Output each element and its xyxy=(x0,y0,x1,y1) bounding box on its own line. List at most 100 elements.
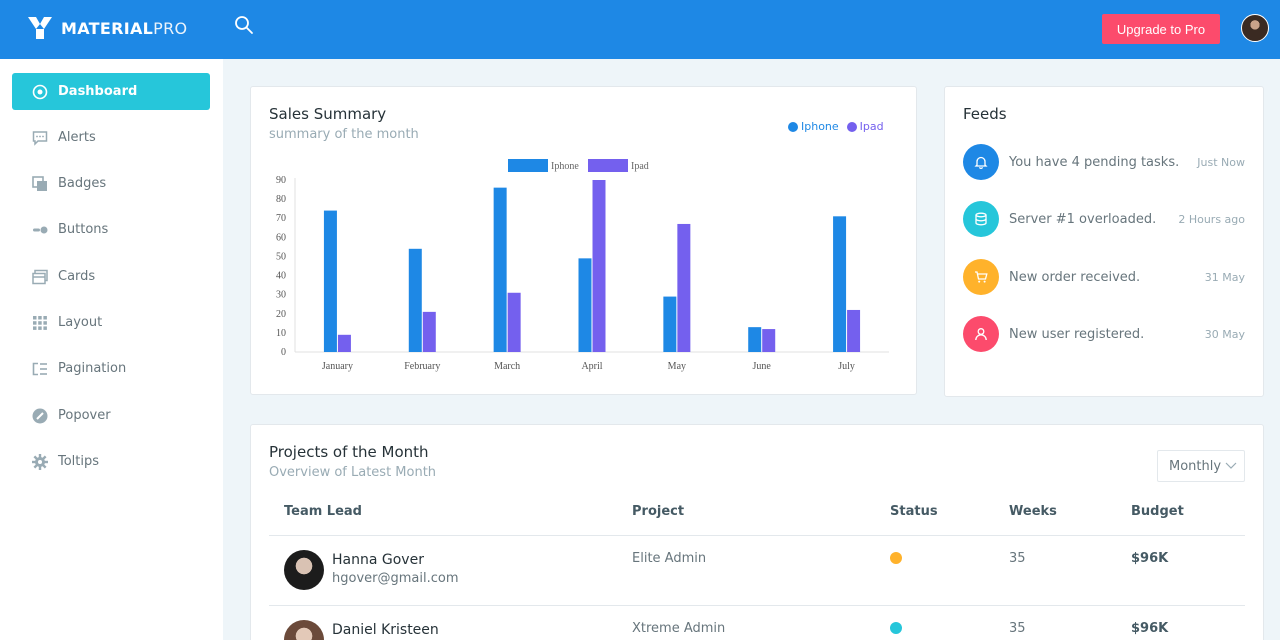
feed-time: 2 Hours ago xyxy=(1178,212,1245,226)
month-filter-select[interactable]: Monthly xyxy=(1157,450,1245,482)
sidebar-item-label: Alerts xyxy=(58,130,96,145)
col-team-lead: Team Lead xyxy=(284,504,362,519)
badge-squares-icon xyxy=(32,175,48,192)
cart-icon xyxy=(963,259,999,295)
col-status: Status xyxy=(890,504,938,519)
sidebar-item-label: Buttons xyxy=(58,222,109,237)
feed-time: 30 May xyxy=(1204,327,1245,341)
status-dot xyxy=(890,622,902,634)
sidebar-item-label: Dashboard xyxy=(58,84,138,99)
upgrade-button[interactable]: Upgrade to Pro xyxy=(1102,14,1220,44)
x-tick-label: March xyxy=(494,361,520,372)
bar-ipad-june xyxy=(762,329,776,352)
x-tick-label: June xyxy=(753,361,772,372)
month-filter-value: Monthly xyxy=(1169,458,1222,474)
bar-iphone-february xyxy=(408,248,422,352)
bar-ipad-february xyxy=(422,311,436,352)
sales-title: Sales Summary xyxy=(269,105,387,123)
topbar: MATERIALPRO Upgrade to Pro xyxy=(0,0,1280,59)
team-lead-name: Daniel Kristeen xyxy=(332,622,439,638)
feed-item[interactable]: Server #1 overloaded. 2 Hours ago xyxy=(963,201,1245,237)
feed-time: Just Now xyxy=(1197,155,1245,169)
feeds-card: Feeds You have 4 pending tasks. Just Now… xyxy=(944,86,1264,397)
x-tick-label: April xyxy=(581,361,602,372)
gear-icon xyxy=(32,453,48,470)
sales-legend: Iphone Ipad xyxy=(788,120,884,133)
user-avatar[interactable] xyxy=(1241,14,1269,42)
project-name: Xtreme Admin xyxy=(632,621,726,636)
feed-item[interactable]: New order received. 31 May xyxy=(963,259,1245,295)
sidebar-item-label: Badges xyxy=(58,176,107,191)
bar-ipad-may xyxy=(677,223,691,352)
avatar xyxy=(284,620,324,640)
project-name: Elite Admin xyxy=(632,551,707,566)
y-tick-label: 90 xyxy=(276,175,286,186)
bar-ipad-july xyxy=(847,309,861,352)
bar-ipad-january xyxy=(337,334,351,352)
bar-iphone-may xyxy=(663,296,677,352)
bar-iphone-march xyxy=(493,187,507,352)
col-weeks: Weeks xyxy=(1009,504,1057,519)
sidebar-item-buttons[interactable]: Buttons xyxy=(12,211,210,248)
y-tick-label: 70 xyxy=(276,213,286,224)
sales-summary-card: Sales Summary summary of the month Iphon… xyxy=(250,86,917,395)
budget-value: $96K xyxy=(1131,621,1169,636)
budget-value: $96K xyxy=(1131,551,1169,566)
sidebar-item-label: Layout xyxy=(58,315,103,330)
search-icon[interactable] xyxy=(234,15,256,37)
message-icon xyxy=(32,130,48,146)
sidebar-item-layout[interactable]: Layout xyxy=(12,304,210,341)
feed-item[interactable]: New user registered. 30 May xyxy=(963,316,1245,352)
logo[interactable]: MATERIALPRO xyxy=(26,15,187,41)
sidebar: Dashboard Alerts Badges Buttons Cards La… xyxy=(0,59,223,640)
legend-swatch xyxy=(588,159,628,172)
feed-item[interactable]: You have 4 pending tasks. Just Now xyxy=(963,144,1245,180)
y-tick-label: 50 xyxy=(276,251,286,262)
user-icon xyxy=(963,316,999,352)
edit-circle-icon xyxy=(32,408,48,424)
x-tick-label: January xyxy=(322,361,353,372)
sidebar-item-badges[interactable]: Badges xyxy=(12,165,210,202)
toggle-icon xyxy=(32,222,48,238)
avatar xyxy=(284,550,324,590)
legend-label: Ipad xyxy=(631,161,649,172)
feed-text: New user registered. xyxy=(1009,326,1145,342)
sidebar-item-alerts[interactable]: Alerts xyxy=(12,119,210,156)
x-tick-label: February xyxy=(404,361,440,372)
sidebar-item-cards[interactable]: Cards xyxy=(12,258,210,295)
feed-text: You have 4 pending tasks. xyxy=(1009,154,1180,170)
sidebar-item-popover[interactable]: Popover xyxy=(12,397,210,434)
y-tick-label: 40 xyxy=(276,271,286,282)
database-icon xyxy=(963,201,999,237)
feed-text: New order received. xyxy=(1009,269,1141,285)
y-tick-label: 20 xyxy=(276,309,286,320)
y-tick-label: 80 xyxy=(276,194,286,205)
bar-iphone-july xyxy=(833,216,847,352)
divider xyxy=(269,605,1245,606)
col-budget: Budget xyxy=(1131,504,1184,519)
bell-icon xyxy=(963,144,999,180)
chevron-down-icon xyxy=(1225,462,1237,469)
bar-iphone-january xyxy=(323,210,337,352)
legend-swatch xyxy=(508,159,548,172)
sidebar-item-label: Popover xyxy=(58,408,111,423)
sidebar-item-label: Pagination xyxy=(58,361,127,376)
sales-subtitle: summary of the month xyxy=(269,127,419,142)
team-lead-name: Hanna Gover xyxy=(332,552,424,568)
legend-iphone[interactable]: Iphone xyxy=(788,120,839,133)
x-tick-label: May xyxy=(668,361,686,372)
sidebar-item-label: Toltips xyxy=(58,454,100,469)
circle-dot-icon xyxy=(32,84,48,100)
bar-ipad-april xyxy=(592,180,606,352)
sidebar-item-toltips[interactable]: Toltips xyxy=(12,443,210,480)
projects-card: Projects of the Month Overview of Latest… xyxy=(250,424,1264,640)
cards-icon xyxy=(32,269,48,285)
y-tick-label: 0 xyxy=(281,347,286,358)
sidebar-item-pagination[interactable]: Pagination xyxy=(12,350,210,387)
bar-ipad-march xyxy=(507,292,521,352)
sidebar-item-label: Cards xyxy=(58,269,96,284)
legend-ipad[interactable]: Ipad xyxy=(846,120,884,133)
status-dot xyxy=(890,552,902,564)
sidebar-item-dashboard[interactable]: Dashboard xyxy=(12,73,210,110)
bar-iphone-april xyxy=(578,258,592,352)
